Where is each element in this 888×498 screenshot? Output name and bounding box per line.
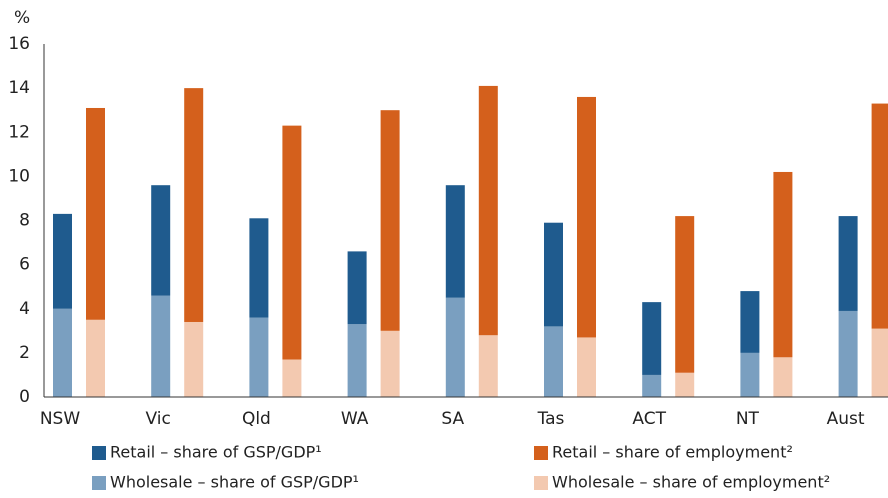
legend-swatch (92, 476, 106, 490)
bar-segment (740, 291, 760, 353)
y-tick-label: 4 (19, 299, 30, 319)
x-tick-label: Qld (242, 409, 271, 429)
y-tick-label: 0 (19, 387, 30, 407)
y-tick-label: 16 (8, 34, 30, 54)
bar-segment (577, 337, 596, 397)
y-tick-label: 6 (19, 255, 30, 275)
bar-segment (347, 251, 367, 325)
legend-swatch (534, 476, 548, 490)
legend-label: Retail – share of GSP/GDP¹ (110, 443, 322, 462)
bar-segment (838, 310, 858, 397)
bar-segment (740, 352, 760, 397)
bar-segment (282, 359, 302, 397)
bar-segment (249, 317, 269, 397)
x-tick-label: WA (341, 409, 369, 429)
y-tick-label: 2 (19, 343, 30, 363)
bar-segment (53, 308, 72, 397)
bar-segment (871, 103, 888, 329)
y-axis-label: % (14, 8, 30, 28)
bar-segment (675, 372, 695, 397)
bar-segment (184, 88, 204, 322)
bar-segment (86, 319, 105, 397)
x-tick-label: Aust (827, 409, 865, 429)
x-tick-label: ACT (632, 409, 666, 429)
x-tick-label: Vic (146, 409, 171, 429)
legend-swatch (92, 446, 106, 460)
bar-segment (642, 374, 662, 397)
bar-segment (642, 302, 662, 375)
legend-label: Wholesale – share of GSP/GDP¹ (110, 473, 359, 492)
legend-label: Wholesale – share of employment² (552, 473, 830, 492)
x-tick-label: NSW (40, 409, 81, 429)
bar-segment (380, 110, 400, 331)
bar-segment (773, 171, 793, 358)
bar-segment (86, 107, 105, 320)
bar-segment (773, 357, 793, 397)
y-tick-label: 14 (8, 78, 30, 98)
bar-segment (380, 330, 400, 397)
bar-segment (53, 213, 72, 309)
bar-segment (151, 295, 171, 397)
bar-segment (347, 324, 367, 397)
bar-segment (675, 216, 695, 373)
bar-segment (544, 326, 563, 397)
bar-segment (184, 321, 204, 397)
bar-segment (445, 185, 465, 298)
bar-segment (577, 96, 596, 338)
y-tick-label: 8 (19, 211, 30, 231)
bar-segment (478, 335, 498, 397)
bar-segment (544, 222, 563, 327)
bar-segment (249, 218, 269, 318)
bar-segment (478, 85, 498, 336)
bar-segment (871, 328, 888, 397)
x-tick-label: NT (736, 409, 760, 429)
bar-segment (282, 125, 302, 360)
legend-swatch (534, 446, 548, 460)
bar-segment (445, 297, 465, 397)
x-tick-label: SA (441, 409, 464, 429)
y-tick-label: 10 (8, 166, 30, 186)
x-tick-label: Tas (537, 409, 565, 429)
bar-segment (838, 216, 858, 311)
y-tick-label: 12 (8, 122, 30, 142)
legend-label: Retail – share of employment² (552, 443, 793, 462)
bar-segment (151, 185, 171, 296)
